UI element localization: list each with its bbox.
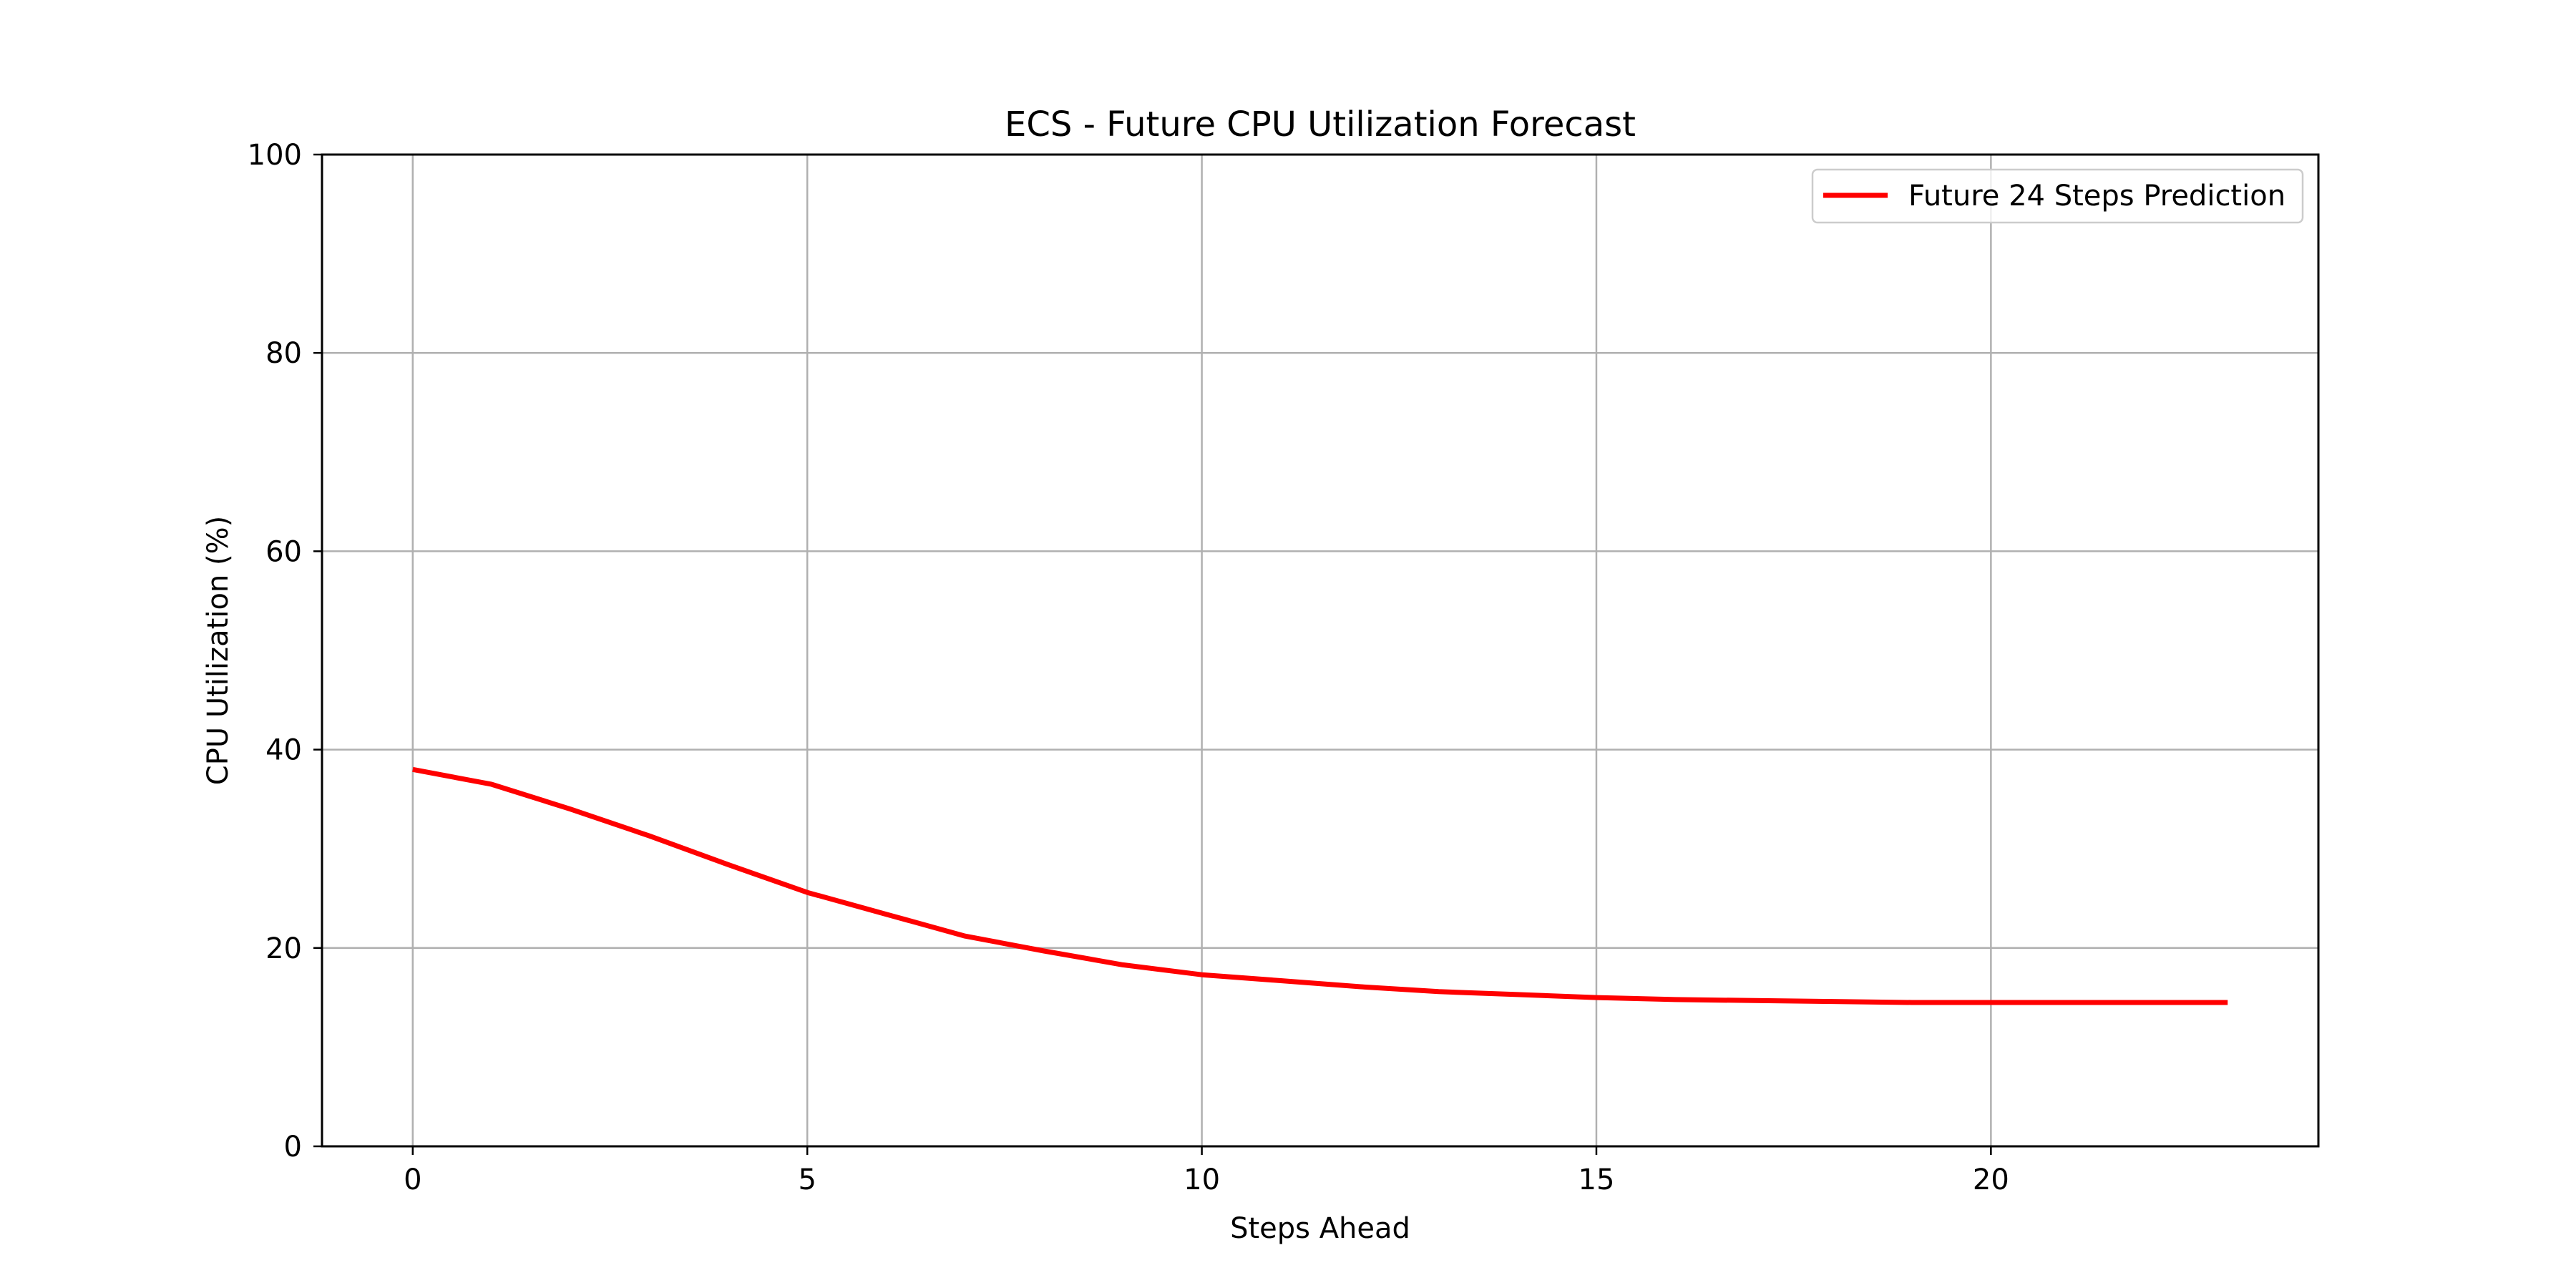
series-line xyxy=(412,766,2228,1005)
y-tick-label: 80 xyxy=(265,337,302,370)
legend: Future 24 Steps Prediction xyxy=(1811,168,2304,224)
axis-ticks: 0 5 10 15 20 0 20 40 60 80 100 xyxy=(248,139,2009,1196)
x-tick-label: 15 xyxy=(1579,1163,1615,1196)
x-tick-label: 0 xyxy=(404,1163,421,1196)
y-tick-label: 100 xyxy=(248,139,302,172)
x-axis-label: Steps Ahead xyxy=(1230,1212,1410,1245)
series-layer xyxy=(412,766,2228,1005)
legend-box xyxy=(1811,168,2304,224)
chart-title: ECS - Future CPU Utilization Forecast xyxy=(1005,104,1636,145)
x-tick-label: 10 xyxy=(1184,1163,1220,1196)
x-tick-label: 20 xyxy=(1973,1163,2009,1196)
y-axis-label: CPU Utilization (%) xyxy=(202,516,235,785)
y-tick-label: 20 xyxy=(265,932,302,965)
y-tick-label: 40 xyxy=(265,734,302,767)
y-tick-label: 60 xyxy=(265,535,302,568)
legend-label: Future 24 Steps Prediction xyxy=(1908,180,2285,213)
y-tick-label: 0 xyxy=(284,1131,302,1163)
plot-frame xyxy=(321,153,2320,1148)
x-tick-label: 5 xyxy=(798,1163,816,1196)
